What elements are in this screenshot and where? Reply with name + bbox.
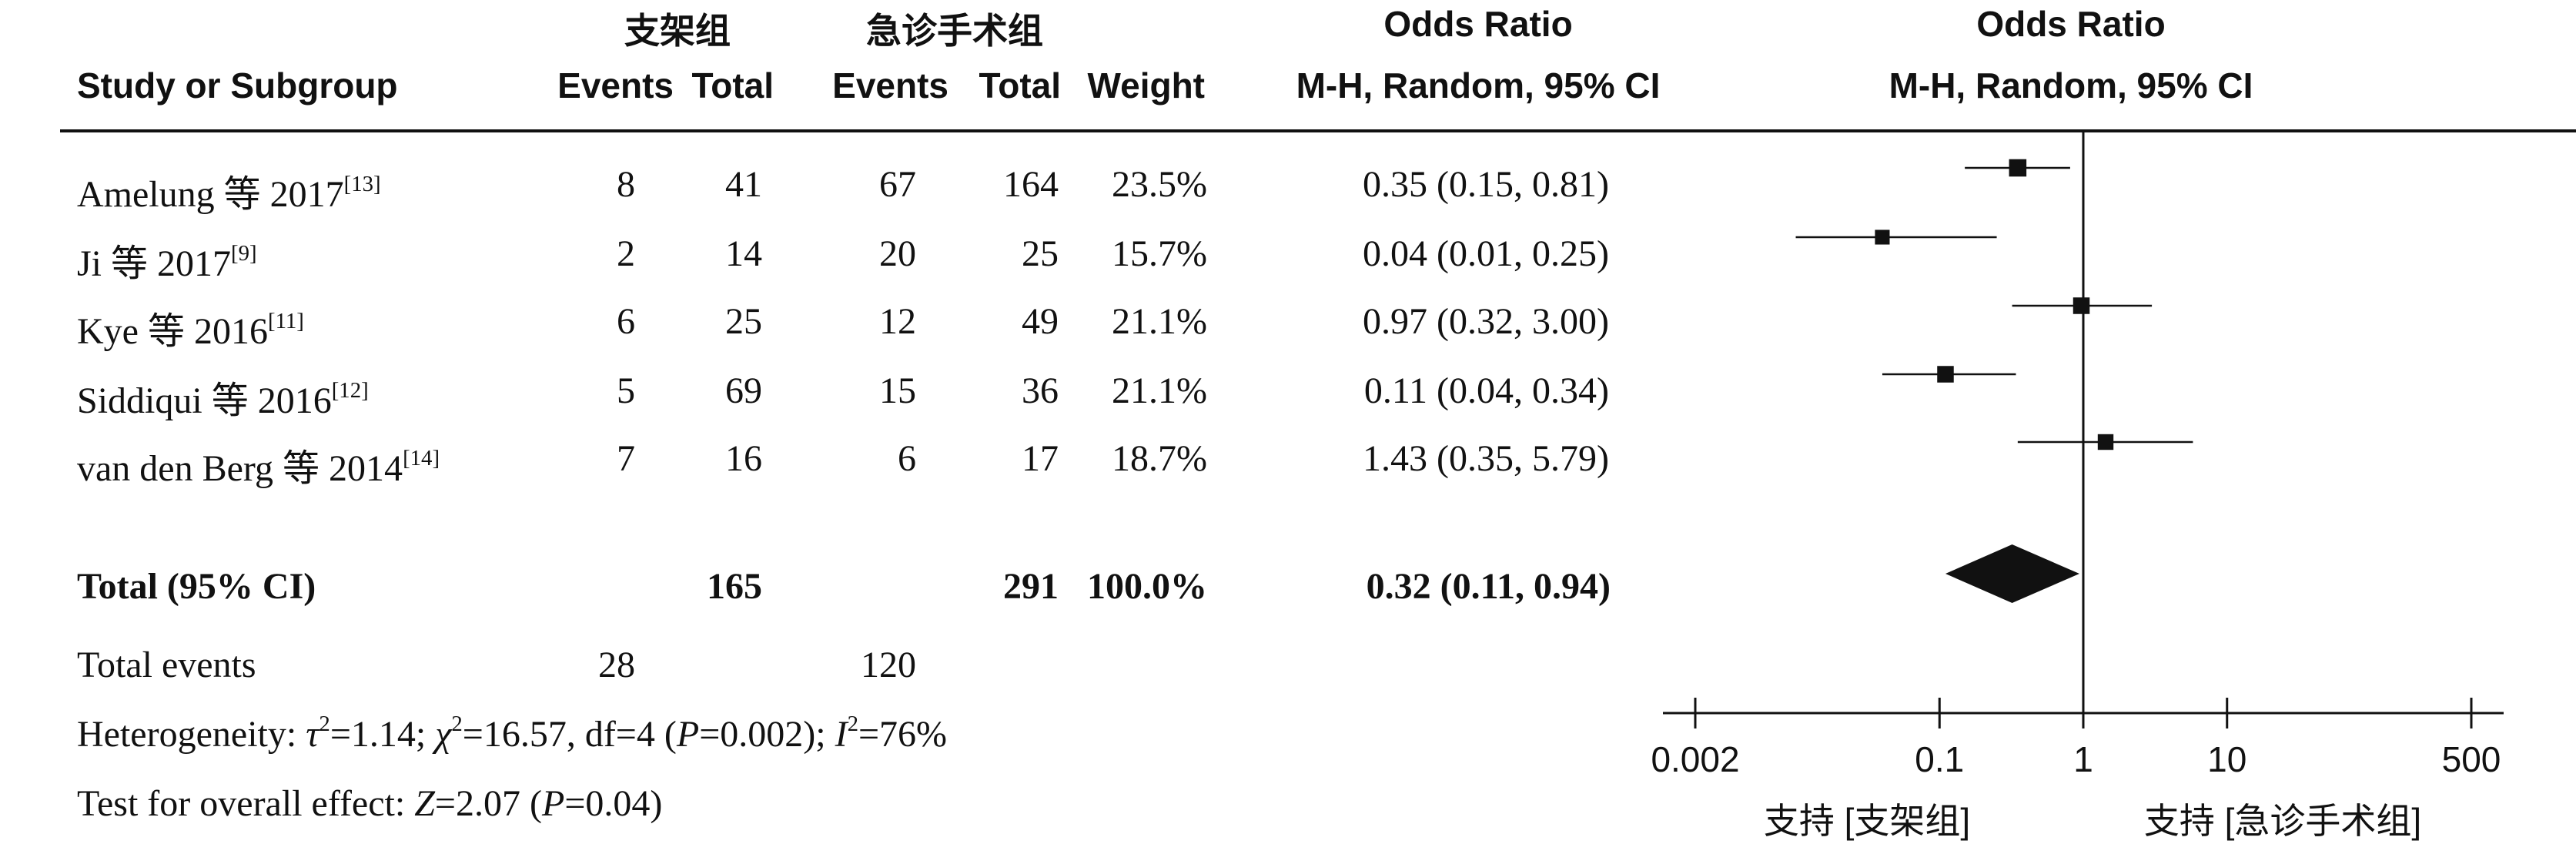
study-name: Siddiqui 等 2016[12] (77, 377, 369, 421)
total1-cell: 16 (725, 438, 762, 479)
total2-cell: 49 (1022, 301, 1059, 342)
total1-column-header: Total (691, 65, 774, 106)
total2-sum: 291 (1003, 566, 1059, 607)
events1-cell: 6 (617, 301, 635, 342)
study-point-marker (1875, 229, 1890, 245)
x-axis-tick-label: 0.1 (1915, 739, 1964, 779)
pooled-effect-diamond (1945, 544, 2079, 603)
total1-sum: 165 (707, 566, 762, 607)
weight-cell: 23.5% (1112, 164, 1207, 205)
total2-cell: 164 (1003, 164, 1059, 205)
events1-cell: 2 (617, 233, 635, 274)
header-rule (60, 129, 2576, 132)
events2-column-header: Events (832, 65, 948, 106)
study-point-marker (2073, 297, 2090, 314)
ci-cell: 0.35 (0.15, 0.81) (1363, 164, 1609, 205)
favours-left-label: 支持 [支架组] (1764, 801, 1970, 841)
total2-cell: 25 (1022, 233, 1059, 274)
x-axis-tick-label: 500 (2442, 739, 2501, 779)
events1-column-header: Events (557, 65, 674, 106)
total2-column-header: Total (979, 65, 1061, 106)
weight-cell: 21.1% (1112, 370, 1207, 411)
x-axis-tick-label: 0.002 (1651, 739, 1739, 779)
group1-header: 支架组 (624, 11, 731, 51)
weight-cell: 21.1% (1112, 301, 1207, 342)
events1-cell: 7 (617, 438, 635, 479)
total1-cell: 69 (725, 370, 762, 411)
weight-cell: 18.7% (1112, 438, 1207, 479)
total1-cell: 14 (725, 233, 762, 274)
overall-effect-test: Test for overall effect: Z=2.07 (P=0.04) (77, 783, 663, 824)
or-plot-title: Odds Ratio (1976, 4, 2166, 44)
total1-cell: 41 (725, 164, 762, 205)
study-ref: [11] (267, 308, 304, 333)
events2-cell: 12 (879, 301, 916, 342)
group2-header: 急诊手术组 (866, 11, 1043, 51)
weight-cell: 15.7% (1112, 233, 1207, 274)
study-name: Ji 等 2017[9] (77, 240, 257, 284)
total-label: Total (95% CI) (77, 566, 316, 607)
total2-cell: 36 (1022, 370, 1059, 411)
events1-cell: 5 (617, 370, 635, 411)
weight-column-header: Weight (1087, 65, 1205, 106)
x-axis-tick-label: 10 (2207, 739, 2246, 779)
study-ref: [14] (403, 445, 440, 471)
ci-cell: 1.43 (0.35, 5.79) (1363, 438, 1609, 479)
total-events-label: Total events (77, 645, 256, 685)
favours-right-label: 支持 [急诊手术组] (2144, 801, 2421, 841)
ci-cell: 0.97 (0.32, 3.00) (1363, 301, 1609, 342)
or-table-title: Odds Ratio (1383, 4, 1573, 44)
study-ref: [9] (231, 240, 257, 266)
study-ref: [13] (343, 171, 381, 196)
study-name: Amelung 等 2017[13] (77, 171, 381, 215)
study-name: Kye 等 2016[11] (77, 308, 304, 352)
total-events1: 28 (598, 645, 635, 685)
study-ref: [12] (331, 377, 369, 403)
total1-cell: 25 (725, 301, 762, 342)
total2-cell: 17 (1022, 438, 1059, 479)
x-axis-tick-label: 1 (2073, 739, 2093, 779)
study-point-marker (2009, 159, 2027, 177)
events2-cell: 20 (879, 233, 916, 274)
events2-cell: 6 (898, 438, 916, 479)
ci-cell: 0.04 (0.01, 0.25) (1363, 233, 1609, 274)
or-table-method: M-H, Random, 95% CI (1296, 65, 1661, 106)
total-weight: 100.0% (1087, 566, 1207, 607)
total-events2: 120 (861, 645, 916, 685)
study-point-marker (2097, 434, 2114, 450)
or-plot-method: M-H, Random, 95% CI (1889, 65, 2253, 106)
events1-cell: 8 (617, 164, 635, 205)
study-name: van den Berg 等 2014[14] (77, 445, 440, 489)
ci-cell: 0.11 (0.04, 0.34) (1363, 370, 1609, 411)
heterogeneity-stats: Heterogeneity: τ2=1.14; χ2=16.57, df=4 (… (77, 711, 948, 755)
study-column-header: Study or Subgroup (77, 65, 398, 106)
events2-cell: 15 (879, 370, 916, 411)
total-ci: 0.32 (0.11, 0.94) (1366, 566, 1611, 607)
study-point-marker (1937, 366, 1954, 383)
events2-cell: 67 (879, 164, 916, 205)
